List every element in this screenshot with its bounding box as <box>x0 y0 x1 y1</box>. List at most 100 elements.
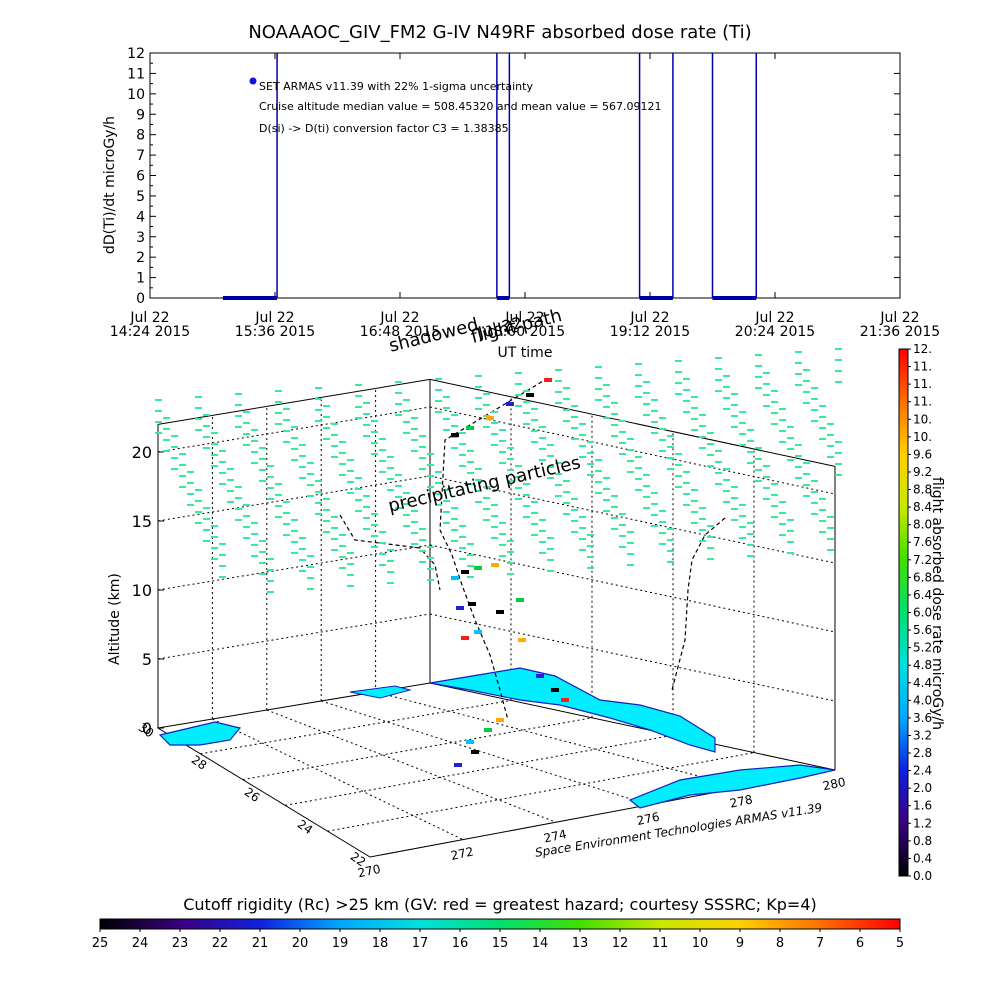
y-tick-label: 4 <box>136 209 145 225</box>
y-tick-label: 6 <box>136 169 145 185</box>
longitude-tick-label: 274 <box>543 827 568 845</box>
altitude-tick-label: 10 <box>132 581 152 600</box>
cutoff-tick-label: 17 <box>412 936 429 951</box>
longitude-tick-label: 280 <box>822 775 847 793</box>
island-landmass <box>349 685 412 699</box>
colorbar-tick-label: 10. <box>913 430 932 444</box>
wall-grid-line <box>429 475 836 564</box>
x-tick-date: Jul 22 <box>879 310 919 326</box>
annotation-line-1: SET ARMAS v11.39 with 22% 1-sigma uncert… <box>259 80 533 93</box>
colorbar-tick-label: 3.2 <box>913 728 932 742</box>
colorbar-tick-label: 4.0 <box>913 693 932 707</box>
cutoff-tick-label: 19 <box>332 936 349 951</box>
gulf-coast-landmass <box>158 721 242 746</box>
longitude-tick-label: 276 <box>636 810 661 828</box>
colorbar-tick-label: 0.0 <box>913 869 932 883</box>
x-tick-date: Jul 22 <box>129 310 169 326</box>
dose-marker <box>456 606 464 610</box>
dose-marker <box>496 718 504 722</box>
latitude-tick-label: 30 <box>136 720 157 740</box>
cutoff-tick-label: 8 <box>776 936 784 951</box>
dose-marker <box>506 402 514 406</box>
colorbar-tick-label: 12. <box>913 342 932 356</box>
cutoff-tick-label: 20 <box>292 936 309 951</box>
y-tick-label: 8 <box>136 128 145 144</box>
wall-grid-line <box>157 613 431 660</box>
y-tick-label: 12 <box>127 46 145 62</box>
cutoff-tick-label: 12 <box>612 936 629 951</box>
floor-grid-line <box>242 717 593 781</box>
colorbar-tick-label: 8.4 <box>913 500 932 514</box>
cutoff-tick-label: 23 <box>172 936 189 951</box>
dose-marker <box>561 698 569 702</box>
colorbar-tick-label: 10. <box>913 412 932 426</box>
dose-marker <box>491 563 499 567</box>
colorbar-tick-label: 11. <box>913 377 932 391</box>
longitude-tick-label: 270 <box>357 862 382 880</box>
dose-marker <box>466 740 474 744</box>
floor-grid-line <box>212 718 464 841</box>
x-tick-time: 14:24 2015 <box>110 324 190 340</box>
wall-grid-line <box>429 613 836 702</box>
x-tick-date: Jul 22 <box>504 310 544 326</box>
cutoff-tick-label: 7 <box>816 936 824 951</box>
cutoff-title: Cutoff rigidity (Rc) >25 km (GV: red = g… <box>183 895 817 914</box>
altitude-tick-label: 20 <box>132 443 152 462</box>
wall-grid-line <box>157 544 431 591</box>
cuba-landmass <box>628 764 836 809</box>
x-tick-date: Jul 22 <box>754 310 794 326</box>
cutoff-tick-label: 24 <box>132 936 149 951</box>
timeseries-xlabel: UT time <box>497 345 553 361</box>
chart-title: NOAAAOC_GIV_FM2 G-IV N49RF absorbed dose… <box>248 22 752 43</box>
colorbar-tick-label: 0.8 <box>913 834 932 848</box>
longitude-tick-label: 272 <box>450 844 475 862</box>
wall-grid-line <box>157 406 431 453</box>
cutoff-tick-label: 10 <box>692 936 709 951</box>
floor-grid-line <box>375 691 743 788</box>
dose-marker <box>474 566 482 570</box>
wall-top-right <box>429 378 836 467</box>
floor-frame <box>156 682 836 858</box>
colorbar-tick-label: 6.8 <box>913 570 932 584</box>
cutoff-tick-label: 6 <box>856 936 864 951</box>
floor-grid-line <box>200 699 512 755</box>
x-tick-time: 18:00 2015 <box>485 324 565 340</box>
flight-path-trace <box>671 517 726 691</box>
dose-marker <box>551 688 559 692</box>
colorbar-tick-label: 4.8 <box>913 658 932 672</box>
colorbar-tick-label: 11. <box>913 395 932 409</box>
dose-marker <box>474 630 482 634</box>
colorbar-tick-label: 8.0 <box>913 518 932 532</box>
dose-marker <box>486 416 494 420</box>
dose-marker <box>496 610 504 614</box>
dose-marker <box>454 763 462 767</box>
y-tick-label: 2 <box>136 250 145 266</box>
colorbar-tick-label: 1.6 <box>913 799 932 813</box>
dose-marker <box>461 570 469 574</box>
colorbar-tick-label: 4.4 <box>913 676 932 690</box>
legend-marker <box>249 77 257 85</box>
y-tick-label: 10 <box>127 87 145 103</box>
dose-marker <box>484 728 492 732</box>
dose-marker <box>536 674 544 678</box>
latitude-tick-label: 26 <box>242 785 263 805</box>
colorbar-tick-label: 2.0 <box>913 781 932 795</box>
dose-marker <box>518 638 526 642</box>
dose-marker <box>516 598 524 602</box>
colorbar-tick-label: 6.0 <box>913 606 932 620</box>
colorbar-tick-label: 9.2 <box>913 465 932 479</box>
y-tick-label: 7 <box>136 148 145 164</box>
altitude-tick-label: 0 <box>142 719 152 738</box>
colorbar-label: flight absorbed dose rate microGy/h <box>929 477 945 730</box>
precipitating-particles <box>155 348 842 593</box>
colorbar-tick-label: 5.2 <box>913 641 932 655</box>
dose-marker <box>466 426 474 430</box>
wall-grid-line <box>157 475 431 522</box>
y-tick-label: 1 <box>136 271 145 287</box>
y-tick-label: 3 <box>136 230 145 246</box>
cutoff-rigidity-bar <box>99 918 901 930</box>
wall-grid-line <box>429 406 836 495</box>
colorbar-tick-label: 7.2 <box>913 553 932 567</box>
dose-marker <box>526 393 534 397</box>
